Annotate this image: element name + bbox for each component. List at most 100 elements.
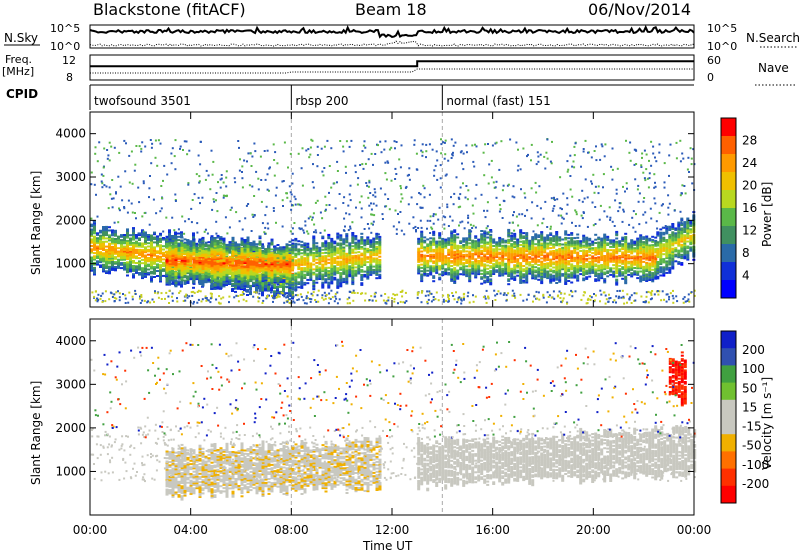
- power-cell: [624, 269, 628, 271]
- power-cell: [567, 266, 571, 269]
- power-cell: [246, 239, 250, 242]
- power-cell: [507, 250, 511, 253]
- power-cell: [656, 270, 660, 273]
- power-cell: [276, 247, 280, 250]
- power-cell: [204, 253, 208, 256]
- power-cell: [327, 233, 331, 236]
- power-cell: [336, 262, 340, 265]
- power-cell: [462, 237, 466, 240]
- power-cell: [534, 254, 538, 257]
- power-cell: [333, 271, 337, 274]
- power-cell: [93, 232, 96, 235]
- power-cell: [168, 229, 171, 232]
- power-cell: [420, 280, 424, 283]
- power-cell: [114, 241, 117, 244]
- power-cell: [195, 246, 199, 249]
- power-cell: [171, 249, 175, 252]
- power-cell: [183, 259, 187, 262]
- power-cell: [333, 262, 337, 264]
- power-cell: [513, 249, 517, 252]
- power-cell: [222, 268, 226, 271]
- power-cell: [372, 265, 376, 268]
- power-cell: [459, 253, 463, 256]
- power-cell: [654, 254, 658, 257]
- power-cell: [126, 258, 129, 260]
- power-cell: [267, 249, 271, 251]
- power-cell: [369, 242, 373, 245]
- power-cell: [351, 281, 355, 284]
- power-cell: [279, 253, 283, 255]
- power-cell: [261, 263, 265, 266]
- power-cell: [540, 231, 544, 234]
- power-cell: [276, 260, 280, 263]
- power-cell: [276, 285, 279, 288]
- power-cell: [342, 254, 346, 257]
- power-cell: [282, 266, 286, 268]
- power-cell: [636, 265, 640, 268]
- power-cell: [246, 282, 250, 285]
- power-cell: [312, 263, 316, 266]
- power-cell: [453, 282, 457, 284]
- power-cell: [480, 236, 484, 239]
- power-cell: [111, 249, 114, 252]
- power-cell: [555, 237, 559, 240]
- power-cell: [123, 235, 126, 238]
- power-cell: [120, 252, 123, 255]
- power-cell: [108, 246, 111, 248]
- power-cell: [105, 258, 108, 261]
- power-cell: [510, 267, 514, 270]
- power-cell: [492, 249, 496, 252]
- power-cell: [225, 245, 229, 248]
- power-cell: [231, 250, 235, 252]
- power-cell: [456, 261, 460, 264]
- power-cell: [99, 251, 102, 254]
- power-cell: [195, 244, 198, 247]
- power-cell: [186, 252, 190, 255]
- power-cell: [330, 274, 334, 277]
- power-cell: [258, 270, 262, 273]
- power-cell: [501, 256, 505, 259]
- power-cell: [516, 264, 520, 267]
- power-cell: [234, 269, 237, 272]
- power-cell: [564, 256, 568, 259]
- station-title: Blackstone (fitACF): [93, 0, 246, 19]
- power-cell: [462, 255, 466, 258]
- power-cell: [378, 255, 382, 258]
- power-cell: [609, 239, 613, 242]
- power-cell: [318, 255, 322, 257]
- power-cell: [156, 240, 159, 243]
- power-cell: [456, 254, 460, 257]
- power-cell: [636, 259, 640, 261]
- power-cell: [294, 274, 298, 277]
- power-cell: [507, 279, 511, 282]
- power-cell: [120, 262, 123, 265]
- power-cell: [150, 242, 153, 245]
- power-cell: [204, 258, 208, 261]
- power-cell: [528, 249, 532, 252]
- power-cell: [435, 258, 439, 261]
- power-cell: [114, 267, 117, 270]
- power-cell: [111, 262, 114, 265]
- power-cell: [153, 253, 156, 255]
- power-cell: [270, 238, 274, 241]
- power-cell: [129, 255, 132, 258]
- power-cell: [618, 264, 622, 267]
- power-cell: [186, 265, 189, 268]
- power-cell: [216, 256, 220, 259]
- power-cell: [339, 283, 343, 286]
- power-cell: [522, 246, 526, 249]
- power-cell: [345, 239, 349, 242]
- power-cell: [285, 277, 289, 280]
- power-cell: [471, 269, 475, 272]
- power-cell: [126, 243, 129, 246]
- power-cell: [180, 231, 183, 234]
- power-cell: [144, 234, 147, 237]
- power-cell: [204, 256, 208, 259]
- power-cell: [465, 265, 469, 268]
- power-cell: [315, 253, 319, 256]
- power-cell: [453, 275, 457, 278]
- power-cell: [93, 235, 96, 238]
- power-cell: [309, 254, 313, 257]
- power-cell: [507, 238, 511, 241]
